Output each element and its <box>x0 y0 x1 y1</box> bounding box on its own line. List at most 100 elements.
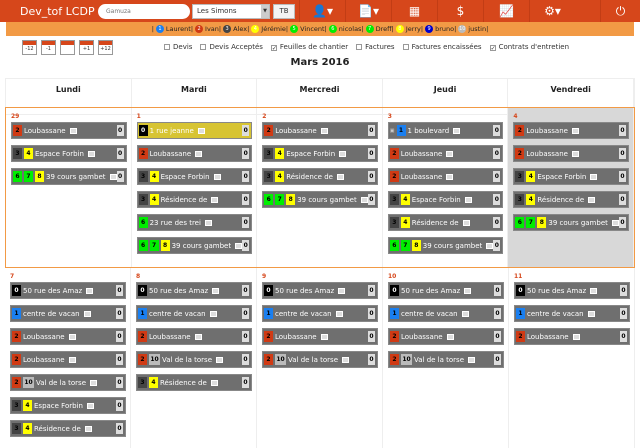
day-cell[interactable]: 29 2 Loubassane 0 3 4 Espace Forbin 0 6 7 8 39 cour… <box>6 108 132 267</box>
picture-icon[interactable] <box>587 310 595 317</box>
event-item[interactable]: 2 Loubassane 0 <box>513 122 629 139</box>
event-item[interactable]: 2 Loubassane 0 <box>388 328 504 345</box>
checkbox[interactable] <box>200 44 207 50</box>
day-cell[interactable]: 4 2 Loubassane 0 2 Loubassane 0 3 4 Espace Forbin… <box>508 108 634 267</box>
picture-icon[interactable] <box>446 173 454 180</box>
user-name[interactable]: Alex <box>233 25 248 33</box>
day-number[interactable]: 4 <box>513 113 518 120</box>
picture-icon[interactable] <box>339 150 347 157</box>
event-item[interactable]: 2 Loubassane 0 <box>11 122 127 139</box>
picture-icon[interactable] <box>211 196 219 203</box>
event-item[interactable]: 3 4 Espace Forbin 0 <box>513 168 629 185</box>
picture-icon[interactable] <box>342 356 349 363</box>
day-cell[interactable]: 3 ▣ 1 1 boulevard 0 2 Loubassane 0 2 Loubassane 0 3… <box>383 108 509 267</box>
user-home-icon[interactable]: 👤▾ <box>299 0 345 22</box>
event-item[interactable]: ▣ 1 1 boulevard 0 <box>387 122 504 139</box>
event-item[interactable]: 1 centre de vacan 0 <box>262 305 378 322</box>
day-cell[interactable]: 11 0 50 rue des Amaz 0 1 centre de vacan 0 2 Lou… <box>509 268 635 448</box>
next-year-calendar-icon[interactable]: +12 <box>98 40 113 55</box>
event-item[interactable]: 2 Loubassane 0 <box>262 328 378 345</box>
event-item[interactable]: 2 10 Val de la torse 0 <box>136 351 252 368</box>
event-item[interactable]: 2 Loubassane 0 <box>136 328 252 345</box>
day-cell[interactable]: 8 0 50 rue des Amaz 0 1 centre de vacan 0 2 Loub… <box>131 268 257 448</box>
picture-icon[interactable] <box>590 173 598 180</box>
event-item[interactable]: 3 4 Espace Forbin 0 <box>11 145 127 162</box>
event-item[interactable]: 2 Loubassane 0 <box>10 328 126 345</box>
gears-icon[interactable]: ⚙▾ <box>529 0 575 22</box>
checkbox[interactable] <box>164 44 170 50</box>
picture-icon[interactable] <box>212 287 220 294</box>
event-item[interactable]: 1 centre de vacan 0 <box>388 305 504 322</box>
event-item[interactable]: 6 7 8 39 cours gambet 0 <box>136 237 253 254</box>
picture-icon[interactable] <box>90 379 97 386</box>
picture-icon[interactable] <box>84 425 92 432</box>
event-item[interactable]: 0 50 rue des Amaz 0 <box>388 282 504 299</box>
today-calendar-icon[interactable] <box>60 40 75 55</box>
picture-icon[interactable] <box>464 287 472 294</box>
event-item[interactable]: 6 7 8 39 cours gambet 0 <box>387 237 504 254</box>
day-number[interactable]: 11 <box>514 273 523 280</box>
user-name[interactable]: Laurent <box>165 25 191 33</box>
picture-icon[interactable] <box>69 127 77 134</box>
day-cell[interactable]: 7 0 50 rue des Amaz 0 1 centre de vacan 0 2 Loub… <box>5 268 131 448</box>
picture-icon[interactable] <box>453 127 461 134</box>
day-number[interactable]: 29 <box>11 113 20 120</box>
event-item[interactable]: 2 10 Val de la torse 0 <box>388 351 504 368</box>
user-name[interactable]: Jerry <box>405 25 421 33</box>
event-item[interactable]: 2 Loubassane 0 <box>387 168 504 185</box>
site-select[interactable]: Les Simons ▼ <box>192 3 270 19</box>
user-name[interactable]: bruno <box>435 25 455 33</box>
picture-icon[interactable] <box>446 150 454 157</box>
event-item[interactable]: 1 centre de vacan 0 <box>514 305 630 322</box>
picture-icon[interactable] <box>86 402 94 409</box>
filter-contrats-d-entretien[interactable]: ✓ Contrats d'entretien <box>489 43 569 52</box>
picture-icon[interactable] <box>360 196 368 203</box>
picture-icon[interactable] <box>611 219 619 226</box>
picture-icon[interactable] <box>86 287 94 294</box>
event-item[interactable]: 3 4 Espace Forbin 0 <box>262 145 378 162</box>
event-item[interactable]: 2 Loubassane 0 <box>387 145 504 162</box>
event-item[interactable]: 6 7 8 39 cours gambet 0 <box>11 168 127 185</box>
day-number[interactable]: 7 <box>10 273 15 280</box>
event-item[interactable]: 2 10 Val de la torse 0 <box>262 351 378 368</box>
event-item[interactable]: 0 50 rue des Amaz 0 <box>514 282 630 299</box>
picture-icon[interactable] <box>446 333 454 340</box>
user-name[interactable]: justin <box>468 25 487 33</box>
event-item[interactable]: 0 50 rue des Amaz 0 <box>262 282 378 299</box>
filter-devis-accept-s[interactable]: Devis Acceptés <box>200 43 263 51</box>
picture-icon[interactable] <box>338 287 346 294</box>
picture-icon[interactable] <box>194 333 202 340</box>
event-item[interactable]: 2 Loubassane 0 <box>136 145 253 162</box>
checkbox[interactable] <box>356 44 363 50</box>
checkbox[interactable]: ✓ <box>270 45 277 52</box>
picture-icon[interactable] <box>320 333 328 340</box>
day-number[interactable]: 2 <box>262 113 267 120</box>
search-input[interactable] <box>98 3 190 19</box>
picture-icon[interactable] <box>335 310 343 317</box>
event-item[interactable]: 6 7 8 39 cours gambet 0 <box>513 214 629 231</box>
event-item[interactable]: 2 Loubassane 0 <box>262 122 378 139</box>
picture-icon[interactable] <box>216 356 223 363</box>
user-name[interactable]: Jérémie <box>261 25 286 33</box>
filter-feuilles-de-chantier[interactable]: ✓ Feuilles de chantier <box>270 43 348 52</box>
checkbox[interactable] <box>402 44 409 50</box>
user-name[interactable]: Ivan <box>205 25 219 33</box>
dollar-icon[interactable]: $ <box>437 0 483 22</box>
checkbox[interactable]: ✓ <box>489 45 496 52</box>
picture-icon[interactable] <box>87 150 95 157</box>
picture-icon[interactable] <box>320 127 328 134</box>
calendar-icon[interactable]: ▦ <box>391 0 437 22</box>
picture-icon[interactable] <box>109 173 117 180</box>
day-number[interactable]: 10 <box>388 273 397 280</box>
day-cell[interactable]: 2 2 Loubassane 0 3 4 Espace Forbin 0 3 4 Résidence… <box>257 108 383 267</box>
event-item[interactable]: 3 4 Espace Forbin 0 <box>10 397 126 414</box>
prev-year-calendar-icon[interactable]: -12 <box>22 40 37 55</box>
day-cell[interactable]: 9 0 50 rue des Amaz 0 1 centre de vacan 0 2 Loub… <box>257 268 383 448</box>
picture-icon[interactable] <box>461 310 469 317</box>
event-item[interactable]: 3 4 Espace Forbin 0 <box>136 168 253 185</box>
day-number[interactable]: 8 <box>136 273 141 280</box>
event-item[interactable]: 3 4 Résidence de 0 <box>513 191 629 208</box>
event-item[interactable]: 2 Loubassane 0 <box>10 351 126 368</box>
event-item[interactable]: 3 4 Résidence de 0 <box>262 168 378 185</box>
